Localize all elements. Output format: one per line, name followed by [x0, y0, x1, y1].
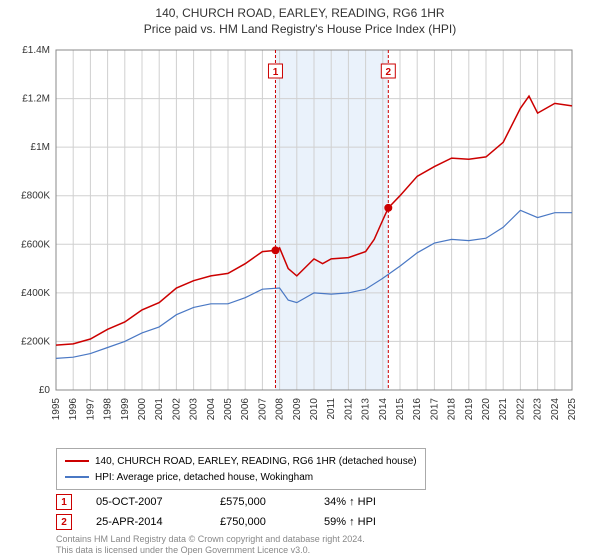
- transaction-marker-1: 1: [56, 494, 72, 510]
- svg-text:2019: 2019: [464, 398, 475, 421]
- svg-text:£0: £0: [39, 385, 51, 396]
- transaction-pct-2: 59% ↑ HPI: [324, 516, 414, 528]
- title-line-1: 140, CHURCH ROAD, EARLEY, READING, RG6 1…: [0, 6, 600, 20]
- svg-text:2016: 2016: [412, 398, 423, 421]
- footer: Contains HM Land Registry data © Crown c…: [56, 534, 365, 557]
- svg-text:2005: 2005: [223, 398, 234, 421]
- svg-text:2004: 2004: [206, 398, 217, 421]
- svg-text:2003: 2003: [189, 398, 200, 421]
- svg-text:2010: 2010: [309, 398, 320, 421]
- svg-text:1998: 1998: [103, 398, 114, 421]
- svg-text:2007: 2007: [257, 398, 268, 421]
- legend-swatch-hpi: [65, 476, 89, 478]
- svg-text:2018: 2018: [447, 398, 458, 421]
- svg-text:2020: 2020: [481, 398, 492, 421]
- svg-text:£1.4M: £1.4M: [22, 45, 50, 56]
- svg-text:2021: 2021: [498, 398, 509, 421]
- transaction-date-1: 05-OCT-2007: [96, 496, 196, 508]
- price-chart: £0 £200K £400K £600K £800K £1M £1.2M £1.4M 1995 1…: [10, 42, 590, 442]
- svg-text:2017: 2017: [429, 398, 440, 421]
- svg-text:2000: 2000: [137, 398, 148, 421]
- legend-label-hpi: HPI: Average price, detached house, Woki…: [95, 472, 313, 483]
- svg-text:2011: 2011: [326, 398, 337, 420]
- svg-text:£400K: £400K: [21, 288, 50, 299]
- svg-text:2009: 2009: [292, 398, 303, 421]
- svg-text:2: 2: [386, 67, 392, 78]
- transaction-price-1: £575,000: [220, 496, 300, 508]
- legend-item-property: 140, CHURCH ROAD, EARLEY, READING, RG6 1…: [65, 453, 417, 469]
- transaction-price-2: £750,000: [220, 516, 300, 528]
- legend: 140, CHURCH ROAD, EARLEY, READING, RG6 1…: [56, 448, 426, 490]
- legend-swatch-property: [65, 460, 89, 462]
- svg-text:1997: 1997: [85, 398, 96, 421]
- svg-text:2013: 2013: [361, 398, 372, 421]
- title-line-2: Price paid vs. HM Land Registry's House …: [0, 22, 600, 36]
- svg-text:£1M: £1M: [31, 142, 50, 153]
- svg-text:2024: 2024: [550, 398, 561, 421]
- transaction-date-2: 25-APR-2014: [96, 516, 196, 528]
- svg-text:1995: 1995: [51, 398, 62, 421]
- transaction-row-1: 1 05-OCT-2007 £575,000 34% ↑ HPI: [56, 494, 414, 510]
- legend-item-hpi: HPI: Average price, detached house, Woki…: [65, 469, 417, 485]
- svg-text:2008: 2008: [275, 398, 286, 421]
- footer-line-1: Contains HM Land Registry data © Crown c…: [56, 534, 365, 545]
- svg-text:2002: 2002: [171, 398, 182, 421]
- svg-text:1999: 1999: [120, 398, 131, 421]
- svg-text:2014: 2014: [378, 398, 389, 421]
- svg-text:£200K: £200K: [21, 336, 50, 347]
- svg-text:2012: 2012: [343, 398, 354, 421]
- svg-text:2023: 2023: [533, 398, 544, 421]
- legend-label-property: 140, CHURCH ROAD, EARLEY, READING, RG6 1…: [95, 456, 417, 467]
- root: 140, CHURCH ROAD, EARLEY, READING, RG6 1…: [0, 0, 600, 560]
- svg-text:2015: 2015: [395, 398, 406, 421]
- svg-text:2025: 2025: [567, 398, 578, 421]
- svg-text:£800K: £800K: [21, 191, 50, 202]
- svg-text:2001: 2001: [154, 398, 165, 421]
- svg-text:1996: 1996: [68, 398, 79, 421]
- transaction-pct-1: 34% ↑ HPI: [324, 496, 414, 508]
- footer-line-2: This data is licensed under the Open Gov…: [56, 545, 365, 556]
- svg-text:2006: 2006: [240, 398, 251, 421]
- svg-text:1: 1: [273, 67, 279, 78]
- transaction-row-2: 2 25-APR-2014 £750,000 59% ↑ HPI: [56, 514, 414, 530]
- transaction-marker-2: 2: [56, 514, 72, 530]
- svg-text:2022: 2022: [515, 398, 526, 421]
- svg-text:£600K: £600K: [21, 239, 50, 250]
- svg-text:£1.2M: £1.2M: [22, 94, 50, 105]
